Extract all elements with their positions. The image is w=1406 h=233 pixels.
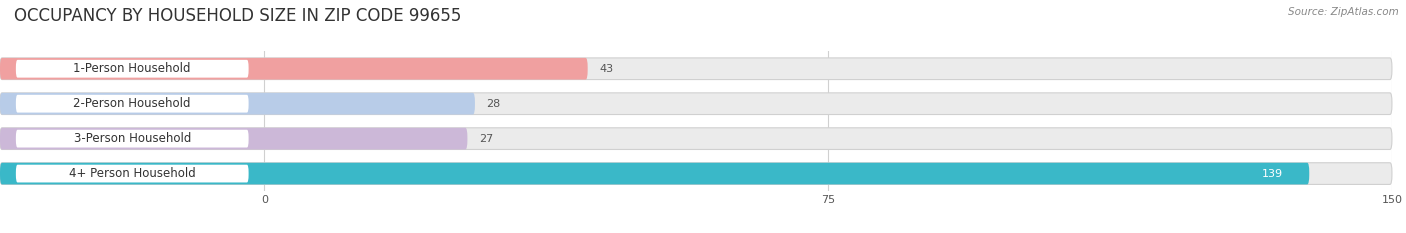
Text: OCCUPANCY BY HOUSEHOLD SIZE IN ZIP CODE 99655: OCCUPANCY BY HOUSEHOLD SIZE IN ZIP CODE … [14, 7, 461, 25]
FancyBboxPatch shape [15, 60, 249, 78]
FancyBboxPatch shape [0, 128, 1392, 150]
FancyBboxPatch shape [0, 58, 588, 80]
FancyBboxPatch shape [0, 58, 1392, 80]
Text: 2-Person Household: 2-Person Household [73, 97, 191, 110]
Text: 4+ Person Household: 4+ Person Household [69, 167, 195, 180]
FancyBboxPatch shape [0, 163, 1309, 185]
FancyBboxPatch shape [15, 165, 249, 182]
Text: 139: 139 [1261, 169, 1282, 178]
FancyBboxPatch shape [15, 95, 249, 113]
Text: 28: 28 [486, 99, 501, 109]
Text: 27: 27 [478, 134, 494, 144]
FancyBboxPatch shape [0, 128, 467, 150]
FancyBboxPatch shape [15, 130, 249, 147]
Text: 3-Person Household: 3-Person Household [73, 132, 191, 145]
FancyBboxPatch shape [0, 93, 1392, 115]
FancyBboxPatch shape [0, 163, 1392, 185]
Text: 1-Person Household: 1-Person Household [73, 62, 191, 75]
FancyBboxPatch shape [0, 93, 475, 115]
Text: Source: ZipAtlas.com: Source: ZipAtlas.com [1288, 7, 1399, 17]
Text: 43: 43 [599, 64, 613, 74]
